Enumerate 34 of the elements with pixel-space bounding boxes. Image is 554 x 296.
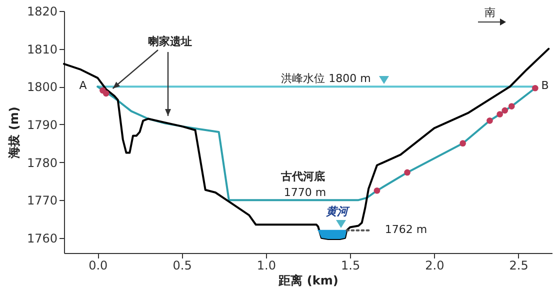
annotation: 古代河底 — [280, 170, 325, 183]
y-tick-label: 1820 — [26, 4, 58, 18]
y-tick-label: 1770 — [26, 194, 58, 208]
point — [486, 118, 493, 124]
y-tick-label: 1790 — [26, 118, 58, 132]
annotation: 南 — [484, 6, 496, 19]
point — [460, 140, 466, 146]
annotation: 1770 m — [284, 186, 326, 199]
y-tick-label: 1780 — [26, 156, 58, 170]
point — [508, 103, 515, 110]
annotation: 喇家遗址 — [148, 35, 192, 48]
y-axis-title: 海拔 (m) — [6, 106, 21, 160]
x-tick-label: 1.5 — [341, 258, 360, 272]
x-tick-label: 2.5 — [509, 258, 528, 272]
y-tick-label: 1810 — [26, 42, 58, 56]
x-tick-label: 2.0 — [425, 258, 444, 272]
line-series — [63, 48, 550, 240]
point — [496, 111, 503, 118]
x-tick-label: 0.0 — [88, 258, 108, 272]
point — [374, 187, 380, 194]
x-axis-title: 距离 (km) — [278, 274, 338, 288]
point — [404, 169, 410, 176]
x-tick-label: 0.5 — [172, 258, 192, 272]
annotation: 洪峰水位 1800 m — [281, 72, 371, 85]
y-tick-label: 1760 — [26, 231, 58, 246]
x-tick-label: 1.0 — [256, 258, 276, 272]
annotation: B — [541, 79, 549, 92]
annotation: 1762 m — [384, 223, 428, 236]
point — [532, 84, 538, 92]
point — [102, 90, 110, 97]
point — [502, 107, 508, 114]
annotation: 黄河 — [326, 205, 350, 218]
annotation: A — [79, 79, 88, 92]
y-tick-label: 1800 — [26, 80, 58, 94]
